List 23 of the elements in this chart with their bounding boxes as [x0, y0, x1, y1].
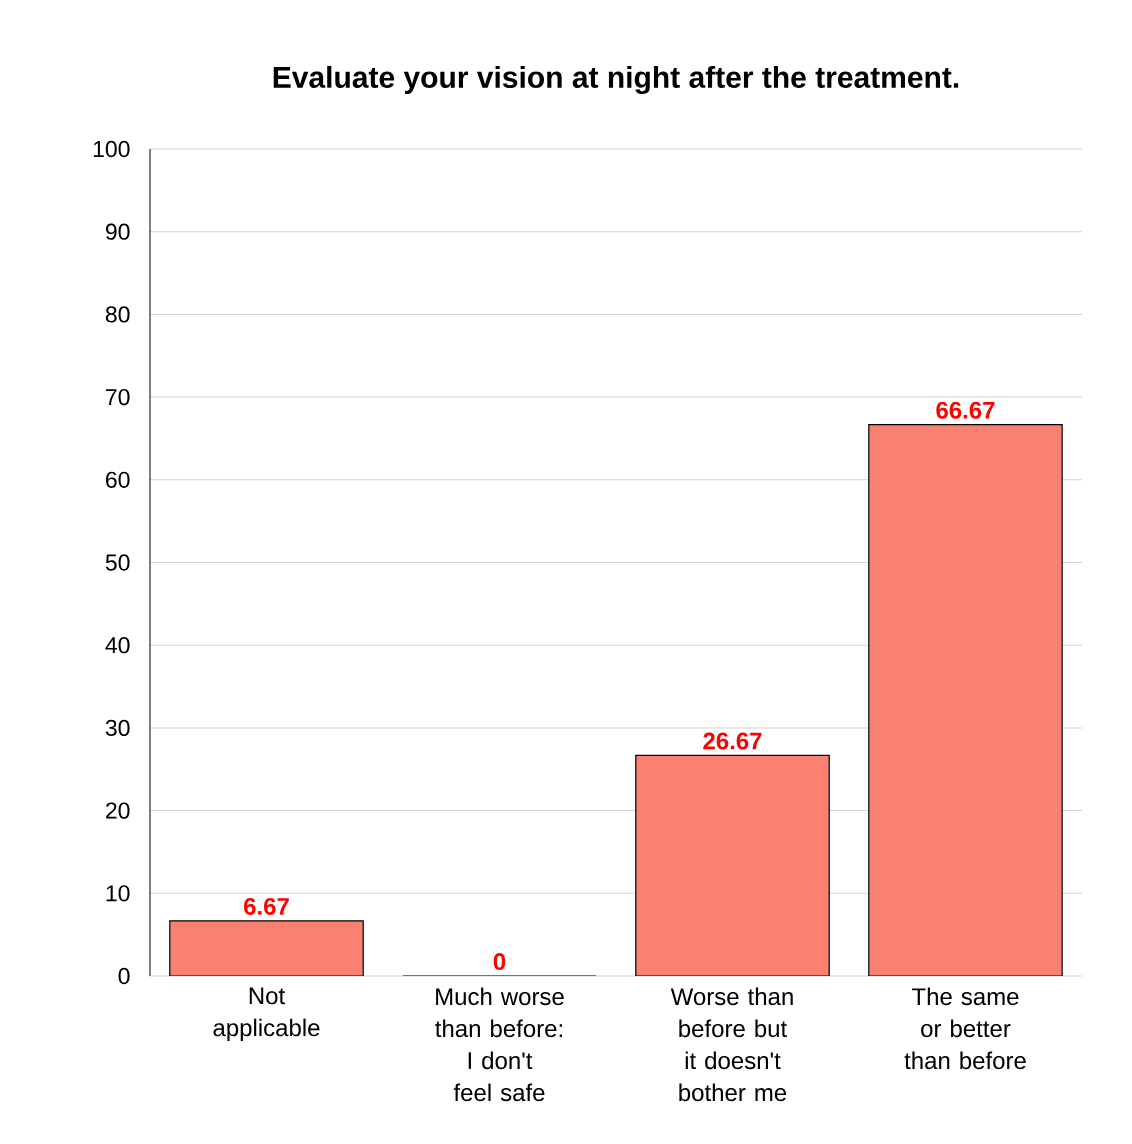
chart-title: Evaluate your vision at night after the treatment.	[273, 65, 959, 95]
y-tick-label: 0	[118, 967, 130, 985]
x-tick-label: The same or better than before	[904, 987, 1026, 1070]
bar	[169, 920, 364, 976]
data-label: 26.67	[703, 732, 762, 750]
y-tick-label: 60	[106, 471, 130, 488]
x-tick-label: Worse than before but it doesn't bother me	[670, 987, 793, 1102]
data-label: 6.67	[244, 897, 289, 915]
bar	[868, 424, 1063, 976]
data-label: 0	[493, 953, 506, 971]
y-tick-label: 30	[105, 719, 130, 737]
bar	[635, 755, 830, 976]
y-tick-label: 90	[105, 223, 130, 240]
data-label: 66.67	[936, 401, 995, 419]
y-tick-label: 20	[106, 802, 130, 819]
y-tick-label: 100	[93, 140, 130, 158]
y-tick-label: 70	[106, 388, 130, 406]
y-tick-label: 10	[106, 885, 130, 902]
x-tick-label: Not applicable	[213, 987, 320, 1042]
x-tick-label: Much worse than before: I don't feel safe	[435, 987, 564, 1102]
y-tick-label: 40	[105, 637, 130, 654]
y-tick-label: 80	[105, 306, 130, 323]
y-tick-label: 50	[105, 554, 130, 571]
